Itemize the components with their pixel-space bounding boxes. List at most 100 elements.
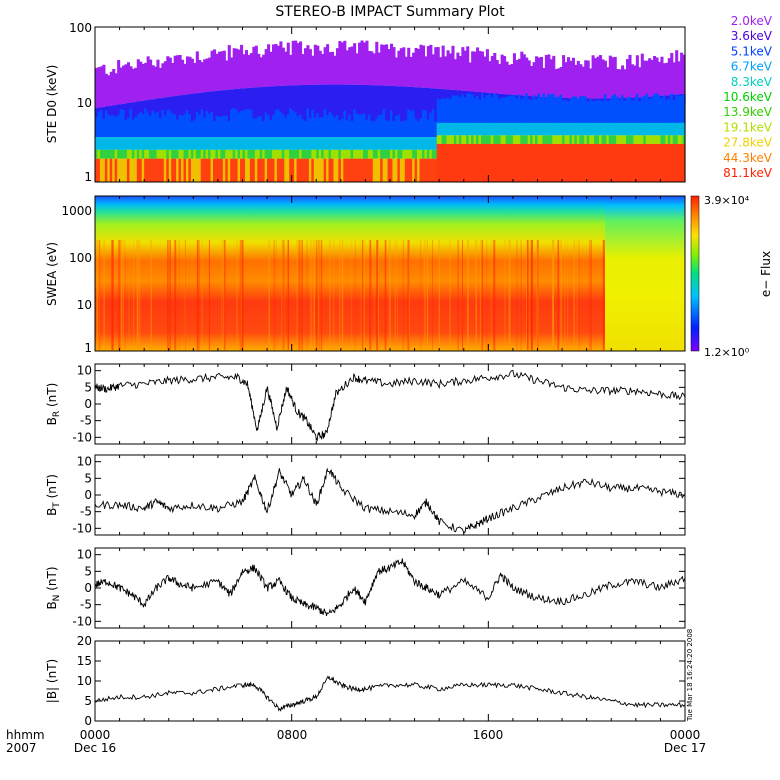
ste-band-segment — [584, 122, 588, 136]
ste-band-segment — [171, 137, 175, 150]
ste-band-segment — [183, 137, 187, 150]
ste-band-segment — [431, 54, 435, 89]
ste-band-segment — [362, 158, 367, 182]
ste-band-segment — [562, 100, 566, 125]
ste-band-segment — [244, 158, 249, 182]
ste-band-segment — [616, 69, 620, 99]
ste-band-segment — [500, 54, 504, 94]
ste-band-segment — [630, 122, 634, 136]
ste-band-segment — [149, 99, 153, 122]
ste-band-segment — [404, 137, 408, 150]
ste-band-segment — [409, 86, 413, 122]
ste-band-segment — [345, 158, 349, 182]
ste-band-segment — [340, 118, 344, 138]
ste-band-segment — [343, 110, 347, 138]
ste-band-segment — [321, 149, 325, 159]
ste-band-segment — [217, 137, 221, 150]
ste-band-segment — [662, 122, 666, 136]
ste-band-segment — [453, 143, 457, 182]
ste-band-segment — [114, 158, 118, 182]
ste-band-segment — [372, 137, 376, 150]
ste-legend-entry: 8.3keV — [731, 75, 773, 89]
ste-band-segment — [367, 137, 371, 150]
colorbar-min-label: 1.2×10⁰ — [704, 346, 750, 359]
swea-texture-line — [537, 240, 539, 350]
ste-band-segment — [549, 122, 553, 136]
ste-band-segment — [498, 122, 502, 136]
ste-band-segment — [564, 99, 568, 125]
ste-band-segment — [662, 95, 666, 125]
ste-band-segment — [476, 47, 480, 92]
ste-band-segment — [667, 135, 671, 144]
ste-band-segment — [385, 44, 389, 86]
ste-band-segment — [296, 85, 300, 122]
ste-band-segment — [257, 53, 261, 88]
swea-texture-line — [118, 240, 120, 350]
ste-band-segment — [168, 149, 172, 159]
ste-band-segment — [498, 135, 502, 144]
ste-band-segment — [485, 143, 489, 182]
ste-band-segment — [552, 122, 556, 136]
ste-band-segment — [296, 158, 300, 182]
ste-band-segment — [552, 93, 556, 125]
ste-band-segment — [181, 149, 185, 159]
ste-band-segment — [380, 85, 384, 122]
swea-texture-line — [576, 240, 578, 350]
ste-band-segment — [407, 47, 411, 87]
ste-band-segment — [144, 137, 148, 150]
ste-band-segment — [171, 149, 175, 159]
ste-band-segment — [660, 143, 664, 182]
ste-band-segment — [574, 64, 578, 99]
swea-texture-line — [196, 240, 199, 350]
ste-band-segment — [104, 149, 108, 159]
ste-band-segment — [603, 94, 607, 125]
ste-band-segment — [426, 46, 430, 89]
ste-band-segment — [505, 96, 509, 125]
ste-band-segment — [259, 149, 263, 159]
ste-band-segment — [559, 67, 563, 98]
ste-band-segment — [227, 121, 231, 138]
ste-band-segment — [412, 137, 416, 150]
ste-band-segment — [301, 119, 305, 138]
swea-texture-line — [281, 240, 283, 350]
ste-band-segment — [444, 89, 448, 105]
y-tick-label: 0 — [84, 488, 92, 502]
ste-band-segment — [436, 135, 440, 144]
ste-band-segment — [377, 158, 381, 182]
swea-texture-line — [313, 240, 315, 350]
ste-band-segment — [193, 119, 197, 138]
ste-band-segment — [195, 93, 199, 122]
colorbar — [690, 195, 700, 352]
ste-band-segment — [328, 137, 332, 150]
ste-band-segment — [495, 60, 499, 94]
ste-band-segment — [670, 135, 674, 144]
ste-band-segment — [355, 113, 359, 138]
ste-band-segment — [417, 121, 421, 138]
ste-band-segment — [456, 135, 460, 144]
ste-band-segment — [680, 143, 684, 182]
ste-band-segment — [200, 92, 204, 122]
ste-band-segment — [633, 122, 637, 136]
ste-band-segment — [262, 54, 266, 87]
ste-band-segment — [421, 45, 426, 88]
ste-band-segment — [670, 52, 674, 95]
ste-band-segment — [380, 149, 384, 159]
ste-band-segment — [458, 135, 462, 144]
ste-band-segment — [402, 149, 406, 159]
swea-texture-line — [150, 240, 152, 350]
ste-band-segment — [466, 93, 470, 125]
ste-band-segment — [623, 69, 627, 98]
ste-band-segment — [667, 98, 671, 125]
timestamp: Tue Mar 18 16:24:20 2008 — [686, 629, 694, 722]
ste-band-segment — [168, 109, 172, 138]
ste-band-segment — [181, 95, 185, 122]
ste-band-segment — [544, 143, 548, 182]
ste-band-segment — [107, 158, 111, 182]
ste-band-segment — [515, 122, 519, 136]
ste-band-segment — [520, 143, 524, 182]
ste-band-segment — [296, 137, 300, 150]
ste-band-segment — [458, 122, 462, 136]
ste-band-segment — [446, 50, 450, 90]
ste-band-segment — [286, 85, 290, 122]
ste-band-segment — [97, 149, 101, 159]
